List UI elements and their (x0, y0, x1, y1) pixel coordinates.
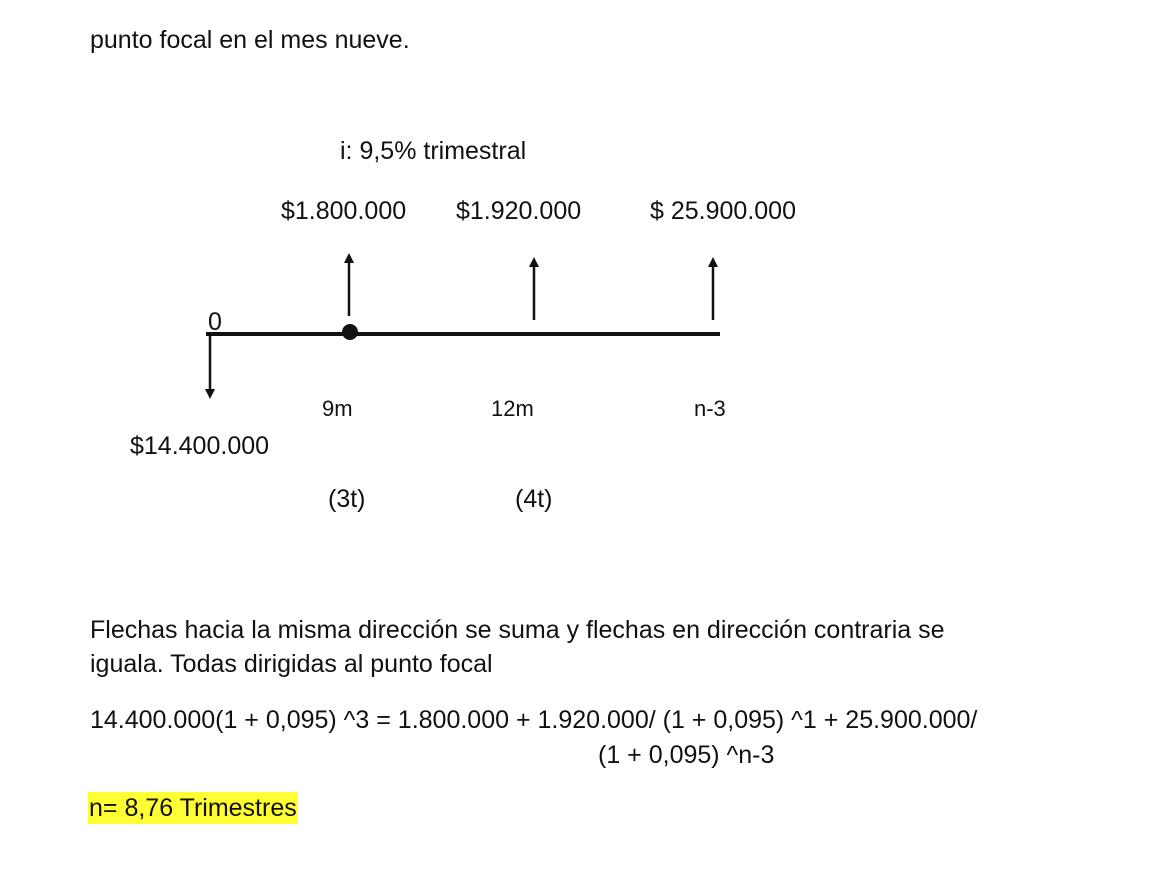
explanation-line-2: iguala. Todas dirigidas al punto focal (90, 650, 493, 678)
initial-amount: $14.400.000 (130, 432, 270, 460)
quarter-label-3t: (3t) (328, 485, 366, 513)
explanation-line-1: Flechas hacia la misma dirección se suma… (90, 616, 945, 644)
result-highlight: n= 8,76 Trimestres (88, 792, 298, 824)
intro-text: punto focal en el mes nueve. (90, 26, 410, 54)
payment-amount-3: $ 25.900.000 (650, 197, 796, 225)
quarter-label-4t: (4t) (515, 485, 553, 513)
interest-rate-label: i: 9,5% trimestral (340, 137, 527, 165)
equation-line-2: (1 + 0,095) ^n-3 (598, 741, 775, 769)
period-label-n3: n-3 (694, 396, 726, 421)
period-label-12m: 12m (491, 396, 534, 421)
origin-label: 0 (208, 308, 222, 336)
equation-line-1: 14.400.000(1 + 0,095) ^3 = 1.800.000 + 1… (90, 706, 978, 734)
period-label-9m: 9m (322, 396, 353, 421)
payment-amount-1: $1.800.000 (281, 197, 407, 225)
payment-amount-2: $1.920.000 (456, 197, 582, 225)
focal-point-dot (342, 324, 358, 340)
